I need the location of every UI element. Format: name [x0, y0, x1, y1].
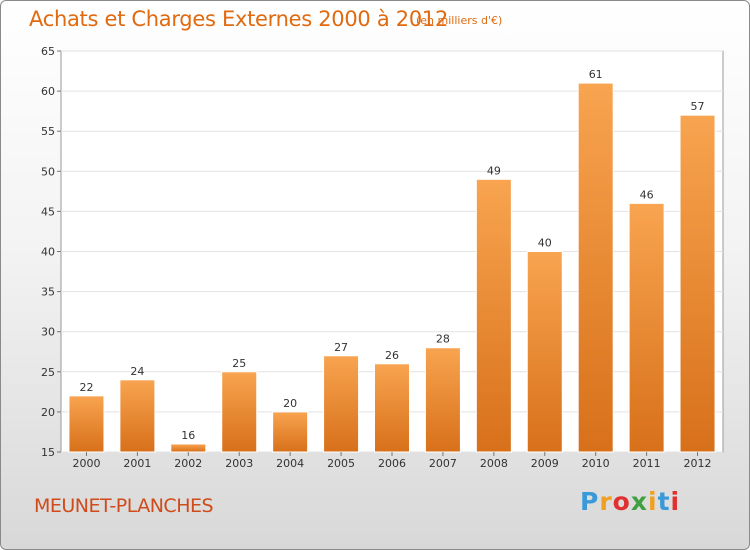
- x-tick-label: 2005: [327, 457, 355, 470]
- bar: [68, 395, 105, 453]
- data-label: 49: [487, 164, 501, 177]
- x-tick-label: 2008: [480, 457, 508, 470]
- x-tick-label: 2012: [684, 457, 712, 470]
- data-label: 28: [436, 333, 450, 346]
- data-label: 27: [334, 341, 348, 354]
- logo-letter: P: [580, 487, 600, 516]
- x-tick-label: 2003: [225, 457, 253, 470]
- bar: [679, 114, 716, 453]
- y-tick-label: 50: [41, 165, 55, 178]
- data-label: 26: [385, 349, 399, 362]
- y-tick-label: 65: [41, 45, 55, 58]
- chart-title: Achats et Charges Externes 2000 à 2012: [29, 7, 449, 31]
- data-label: 24: [130, 365, 144, 378]
- logo-letter: r: [599, 487, 613, 516]
- x-tick-label: 2007: [429, 457, 457, 470]
- bar: [475, 178, 512, 453]
- bar: [323, 355, 360, 453]
- bar: [526, 251, 563, 453]
- chart-subtitle: (en milliers d'€): [416, 14, 503, 27]
- bar: [221, 371, 258, 453]
- bar: [424, 347, 461, 453]
- data-label: 25: [232, 357, 246, 370]
- commune-name: MEUNET-PLANCHES: [34, 495, 214, 517]
- bar: [577, 82, 614, 453]
- y-tick-label: 25: [41, 366, 55, 379]
- y-tick-label: 15: [41, 446, 55, 459]
- y-tick-label: 40: [41, 246, 55, 259]
- bar: [272, 411, 309, 453]
- x-tick-label: 2011: [633, 457, 661, 470]
- x-tick-label: 2002: [174, 457, 202, 470]
- x-tick-label: 2000: [72, 457, 100, 470]
- data-label: 57: [691, 100, 705, 113]
- logo-letter: o: [612, 487, 631, 516]
- x-tick-label: 2010: [582, 457, 610, 470]
- data-label: 40: [538, 237, 552, 250]
- bar: [170, 443, 207, 453]
- logo-letter: i: [670, 487, 681, 516]
- y-tick-label: 20: [41, 406, 55, 419]
- x-tick-label: 2009: [531, 457, 559, 470]
- logo-letter: i: [648, 487, 658, 516]
- bar: [119, 379, 156, 453]
- logo-letter: t: [657, 487, 671, 516]
- bar: [628, 202, 665, 453]
- data-label: 20: [283, 397, 297, 410]
- y-tick-label: 60: [41, 85, 55, 98]
- data-label: 61: [589, 68, 603, 81]
- y-tick-label: 30: [41, 326, 55, 339]
- y-tick-label: 35: [41, 286, 55, 299]
- data-label: 46: [640, 188, 654, 201]
- y-tick-label: 55: [41, 125, 55, 138]
- proxiti-logo: Proxiti: [580, 487, 680, 516]
- y-tick-label: 45: [41, 205, 55, 218]
- x-tick-label: 2004: [276, 457, 304, 470]
- x-tick-label: 2006: [378, 457, 406, 470]
- data-label: 16: [181, 429, 195, 442]
- data-label: 22: [79, 381, 93, 394]
- logo-letter: x: [630, 487, 648, 516]
- x-tick-label: 2001: [123, 457, 151, 470]
- bar: [374, 363, 410, 453]
